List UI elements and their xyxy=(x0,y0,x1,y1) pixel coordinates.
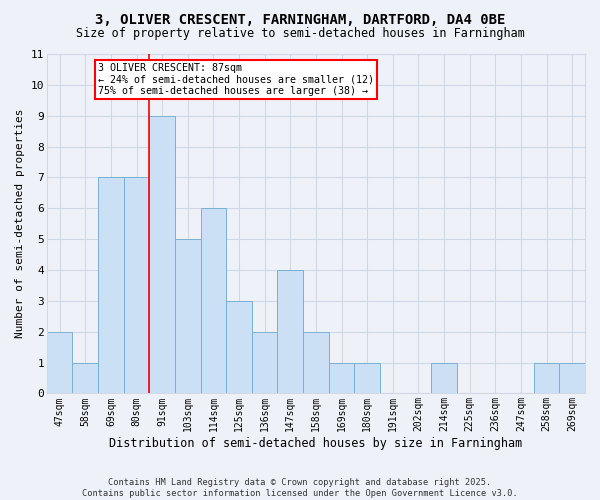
Text: Size of property relative to semi-detached houses in Farningham: Size of property relative to semi-detach… xyxy=(76,28,524,40)
Bar xyxy=(355,362,380,394)
Bar xyxy=(73,362,98,394)
Bar xyxy=(47,332,73,394)
Bar xyxy=(559,362,585,394)
Bar xyxy=(149,116,175,394)
Text: Contains HM Land Registry data © Crown copyright and database right 2025.
Contai: Contains HM Land Registry data © Crown c… xyxy=(82,478,518,498)
Text: 3, OLIVER CRESCENT, FARNINGHAM, DARTFORD, DA4 0BE: 3, OLIVER CRESCENT, FARNINGHAM, DARTFORD… xyxy=(95,12,505,26)
Bar xyxy=(431,362,457,394)
Bar xyxy=(252,332,277,394)
Bar xyxy=(200,208,226,394)
Bar xyxy=(226,301,252,394)
Bar xyxy=(303,332,329,394)
Bar xyxy=(124,178,149,394)
Bar xyxy=(98,178,124,394)
Text: 3 OLIVER CRESCENT: 87sqm
← 24% of semi-detached houses are smaller (12)
75% of s: 3 OLIVER CRESCENT: 87sqm ← 24% of semi-d… xyxy=(98,64,374,96)
Bar xyxy=(534,362,559,394)
Y-axis label: Number of semi-detached properties: Number of semi-detached properties xyxy=(15,109,25,338)
Bar xyxy=(329,362,355,394)
Bar xyxy=(175,239,200,394)
Bar xyxy=(277,270,303,394)
X-axis label: Distribution of semi-detached houses by size in Farningham: Distribution of semi-detached houses by … xyxy=(109,437,523,450)
